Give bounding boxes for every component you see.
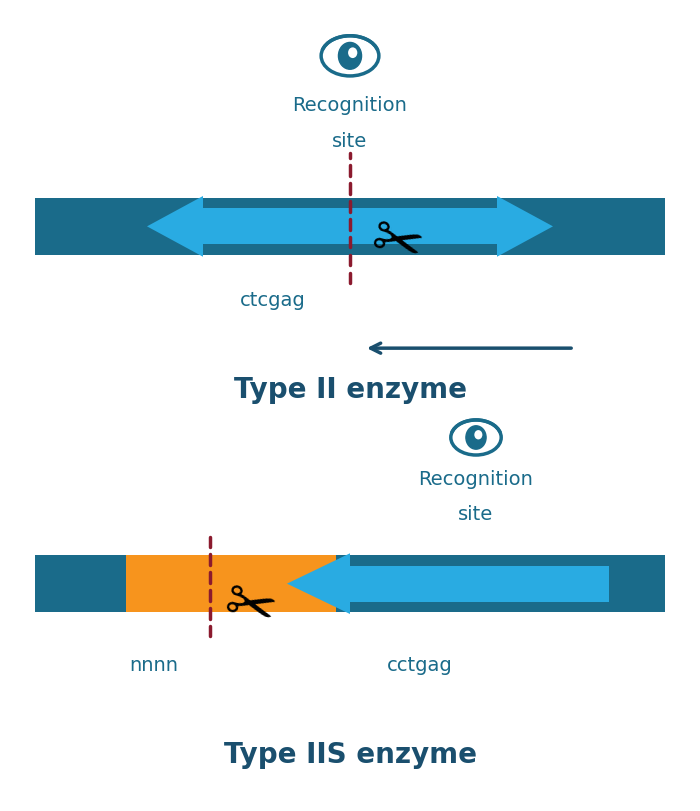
Text: ✂: ✂ [217, 573, 282, 643]
Text: ✂: ✂ [364, 210, 429, 280]
Circle shape [466, 427, 486, 449]
Text: nnnn: nnnn [130, 655, 178, 675]
Bar [126, 556, 336, 612]
Text: cctgag: cctgag [387, 655, 453, 675]
Bar [203, 209, 497, 245]
Bar [35, 199, 665, 255]
Polygon shape [147, 197, 203, 257]
Bar [350, 566, 609, 602]
Circle shape [475, 431, 482, 440]
Bar [35, 556, 665, 612]
Text: ctcgag: ctcgag [240, 290, 306, 310]
Ellipse shape [451, 420, 501, 456]
Circle shape [348, 49, 357, 59]
Polygon shape [287, 554, 350, 614]
Text: site: site [332, 131, 368, 151]
Circle shape [339, 43, 362, 71]
Text: Recognition: Recognition [419, 469, 533, 488]
Text: Type IIS enzyme: Type IIS enzyme [223, 740, 477, 768]
Text: Recognition: Recognition [293, 96, 407, 115]
Bar [616, 556, 665, 612]
Ellipse shape [321, 36, 379, 77]
Polygon shape [497, 197, 553, 257]
Text: Type II enzyme: Type II enzyme [234, 375, 466, 403]
Text: site: site [458, 504, 493, 524]
